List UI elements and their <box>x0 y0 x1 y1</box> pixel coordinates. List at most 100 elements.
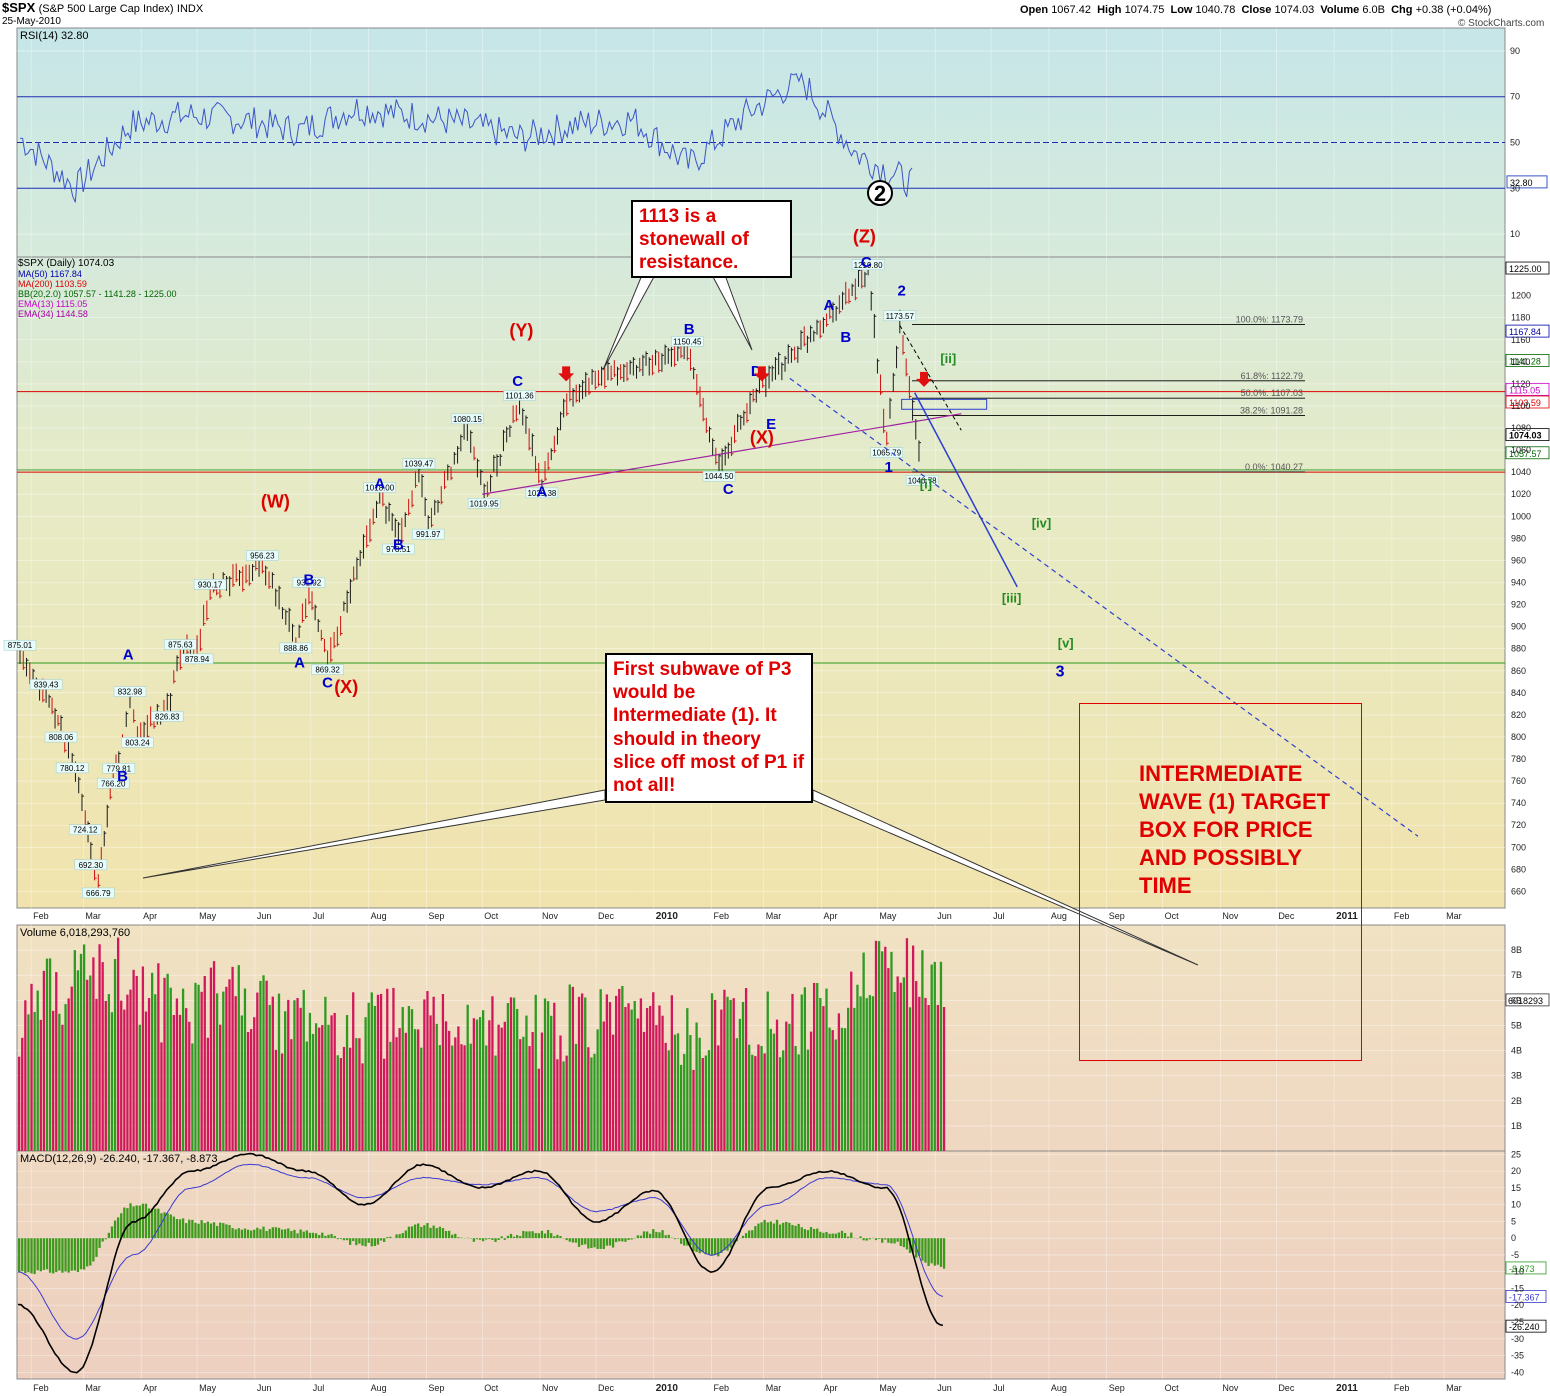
macd-histogram-bar <box>188 1219 191 1239</box>
volume-bar <box>905 938 909 1151</box>
volume-bar <box>540 1032 544 1151</box>
macd-histogram-bar <box>250 1230 253 1239</box>
macd-histogram-bar <box>429 1227 432 1239</box>
pivot-label-bg <box>870 447 904 458</box>
macd-histogram-bar <box>200 1220 203 1239</box>
macd-histogram-bar <box>571 1238 575 1243</box>
volume-bar <box>21 1037 24 1151</box>
volume-bar <box>110 1012 114 1151</box>
volume-bar <box>754 1056 757 1151</box>
x-tick-label: Dec <box>598 911 615 921</box>
wave-label: B <box>303 572 314 589</box>
volume-bar <box>395 1037 398 1151</box>
volume-bar <box>636 1018 639 1151</box>
axis-layer: Feb Feb Mar Mar Apr Apr May May Jun Jun Jul Jul Aug A… <box>33 46 1531 1394</box>
legend-bb: BB(20,2.0) 1057.57 - 1141.28 - 1225.00 <box>18 289 177 299</box>
macd-histogram-bar <box>95 1238 98 1257</box>
wave-label: [v] <box>1058 636 1074 651</box>
volume-bar <box>482 1010 485 1151</box>
wave-label: B <box>117 768 128 785</box>
macd-histogram-bar <box>485 1238 488 1240</box>
volume-bar <box>812 982 816 1151</box>
volume-bar <box>899 982 902 1151</box>
macd-histogram-bar <box>30 1238 33 1274</box>
macd-histogram-bar <box>509 1233 513 1239</box>
macd-histogram-bar <box>516 1235 519 1239</box>
volume-bar <box>828 1027 831 1151</box>
macd-value-box <box>1505 1261 1547 1275</box>
volume-title: Volume 6,018,293,760 <box>20 927 131 939</box>
macd-histogram-bar <box>370 1238 373 1247</box>
pivot-label: 1173.57 <box>886 312 915 321</box>
macd-histogram-bar <box>175 1219 179 1239</box>
macd-histogram-bar <box>482 1238 485 1242</box>
chart-gridlines <box>17 28 1505 1379</box>
volume-bar <box>352 992 355 1151</box>
macd-histogram-bar <box>822 1232 825 1239</box>
wave-label: (W) <box>261 491 290 511</box>
volume-bar <box>194 982 197 1151</box>
symbol: $SPX <box>2 0 36 15</box>
pivot-label: 1018.00 <box>365 483 394 492</box>
volume-bar <box>222 991 225 1151</box>
macd-histogram-bar <box>361 1238 364 1246</box>
volume-bar <box>791 993 794 1151</box>
macd-histogram-bar <box>599 1238 602 1249</box>
macd-histogram-bar <box>689 1238 692 1246</box>
volume-bar <box>389 1041 392 1151</box>
macd-histogram-bar <box>590 1238 593 1248</box>
price-tick-label: 1180 <box>1511 313 1530 323</box>
macd-histogram-bar <box>215 1225 219 1239</box>
pivot-label: 803.24 <box>125 738 150 747</box>
volume-bar <box>856 984 859 1151</box>
volume-bar <box>902 977 905 1151</box>
macd-histogram-bar <box>268 1229 271 1239</box>
volume-bar <box>698 1037 701 1151</box>
pivot-label: 888.86 <box>284 644 309 653</box>
volume-bar <box>420 1047 423 1151</box>
x-tick-label: Jun <box>257 911 272 921</box>
macd-histogram-bar <box>661 1230 664 1239</box>
volume-bar <box>79 953 83 1151</box>
macd-histogram-bar <box>55 1238 58 1273</box>
volume-bar <box>732 998 735 1151</box>
price-tick-label: 820 <box>1511 710 1526 720</box>
volume-bar <box>587 1047 590 1151</box>
macd-tick-label: -20 <box>1511 1300 1524 1310</box>
x-tick-label-bottom: Dec <box>598 1383 615 1393</box>
macd-histogram-bar <box>169 1214 172 1239</box>
pivot-label-bg <box>29 679 63 690</box>
volume-bar <box>333 1012 336 1151</box>
macd-histogram-bar <box>884 1238 887 1240</box>
volume-bar <box>485 1045 488 1151</box>
price-value-label: 1115.05 <box>1509 385 1540 395</box>
price-tick-label: 840 <box>1511 688 1526 698</box>
volume-bar <box>135 975 138 1151</box>
macd-histogram-bar <box>874 1238 878 1241</box>
macd-histogram-bar <box>618 1238 621 1242</box>
volume-bar <box>209 967 213 1151</box>
macd-histogram-bar <box>79 1238 83 1270</box>
wave-label: [iv] <box>1032 515 1052 530</box>
volume-bar <box>670 995 673 1151</box>
macd-histogram-bar <box>707 1238 711 1255</box>
pivot-label-bg <box>279 642 313 654</box>
macd-histogram-bar <box>314 1233 318 1239</box>
pivot-label: 1044.50 <box>705 472 734 481</box>
macd-histogram-bar <box>936 1238 940 1265</box>
price-tick-label: 960 <box>1511 555 1526 565</box>
macd-histogram-bar <box>48 1238 52 1273</box>
wave-label: A <box>294 654 305 671</box>
macd-histogram-bar <box>726 1238 729 1251</box>
ohlc-readout: Open 1067.42 High 1074.75 Low 1040.78 Cl… <box>1020 4 1491 16</box>
macd-histogram-bar <box>284 1229 287 1239</box>
price-layer: 100.0%: 1173.79 61.8%: 1122.79 50.0%: 1107… <box>3 259 1550 899</box>
pivot-label-bg <box>451 413 484 425</box>
volume-bar <box>175 998 179 1151</box>
callout-1113-resistance: 1113 is a stonewall of resistance. <box>631 200 792 278</box>
price-tick-label: 900 <box>1511 622 1526 632</box>
macd-histogram-bar <box>506 1235 510 1239</box>
volume-bar <box>924 997 927 1151</box>
macd-histogram-bar <box>330 1233 333 1239</box>
price-tick-label: 860 <box>1511 666 1526 676</box>
